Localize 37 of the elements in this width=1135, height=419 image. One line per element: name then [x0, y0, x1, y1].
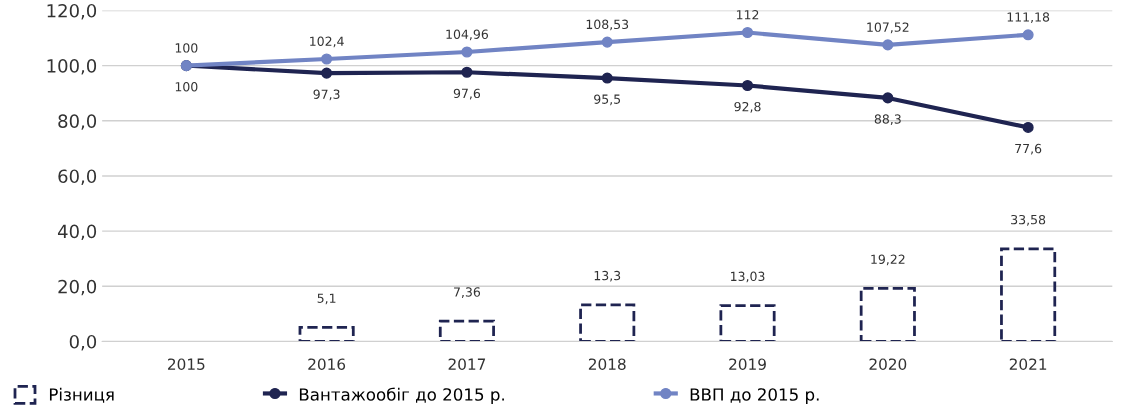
data-label: 13,03 [731, 271, 765, 283]
data-label: 92,8 [734, 101, 761, 113]
data-label: 102,4 [310, 36, 344, 48]
y-tick-label: 100,0 [47, 59, 97, 75]
data-label: 88,3 [874, 114, 901, 126]
data-label: 100 [175, 43, 198, 53]
y-tick-label: 20,0 [58, 279, 97, 296]
legend-label: Різниця [49, 387, 114, 403]
legend-label: Вантажообіг до 2015 р. [299, 387, 504, 404]
data-label: 97,6 [453, 88, 481, 100]
y-tick-label: 0,0 [69, 334, 97, 351]
data-label: 97,3 [313, 89, 340, 101]
y-tick-label: 80,0 [58, 114, 97, 130]
data-label: 107,52 [867, 22, 909, 34]
data-label: 100 [175, 82, 198, 92]
data-label: 95,5 [594, 94, 621, 106]
x-tick-label: 2019 [729, 358, 766, 370]
data-label: 77,6 [1015, 143, 1042, 155]
data-label: 108,53 [586, 19, 629, 31]
y-tick-label: 120,0 [47, 3, 97, 20]
data-label: 104,96 [446, 29, 489, 41]
data-label: 112 [736, 10, 759, 20]
data-label: 5,1 [317, 293, 336, 305]
y-tick-label: 60,0 [58, 169, 97, 185]
data-label: 13,3 [594, 270, 621, 282]
x-tick-label: 2015 [168, 358, 205, 370]
y-tick-label: 40,0 [57, 224, 97, 241]
x-tick-label: 2017 [448, 358, 486, 370]
data-label: 19,22 [871, 254, 905, 266]
data-label: 7,36 [454, 287, 481, 298]
data-label: 33,58 [1011, 214, 1046, 226]
legend-label: ВВП до 2015 р. [690, 388, 819, 404]
x-tick-label: 2020 [869, 358, 907, 370]
x-tick-label: 2021 [1009, 358, 1047, 370]
data-label: 111,18 [1007, 12, 1050, 24]
x-tick-label: 2016 [308, 358, 346, 370]
x-tick-label: 2018 [588, 358, 626, 370]
